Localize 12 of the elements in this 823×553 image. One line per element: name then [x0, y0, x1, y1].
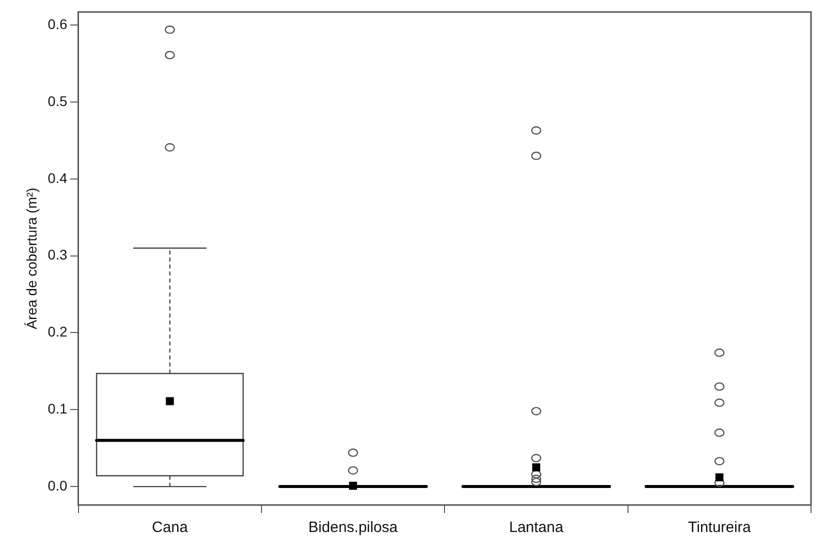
y-tick-label: 0.4: [48, 170, 68, 186]
y-tick-label: 0.5: [48, 92, 68, 109]
y-tick-label: 0.6: [48, 16, 68, 32]
y-tick-label: 0.2: [48, 324, 68, 340]
y-tick-label: 0.1: [48, 400, 68, 416]
x-tick-label: Lantana: [509, 519, 564, 536]
y-axis-title: Área de cobertura (m²): [23, 188, 40, 330]
x-tick-label: Tintureira: [688, 519, 752, 536]
x-tick-label: Cana: [152, 519, 188, 536]
x-tick-label: Bidens.pilosa: [308, 519, 398, 536]
y-tick-label: 0.3: [48, 246, 68, 263]
y-tick-label: 0.0: [48, 477, 68, 494]
